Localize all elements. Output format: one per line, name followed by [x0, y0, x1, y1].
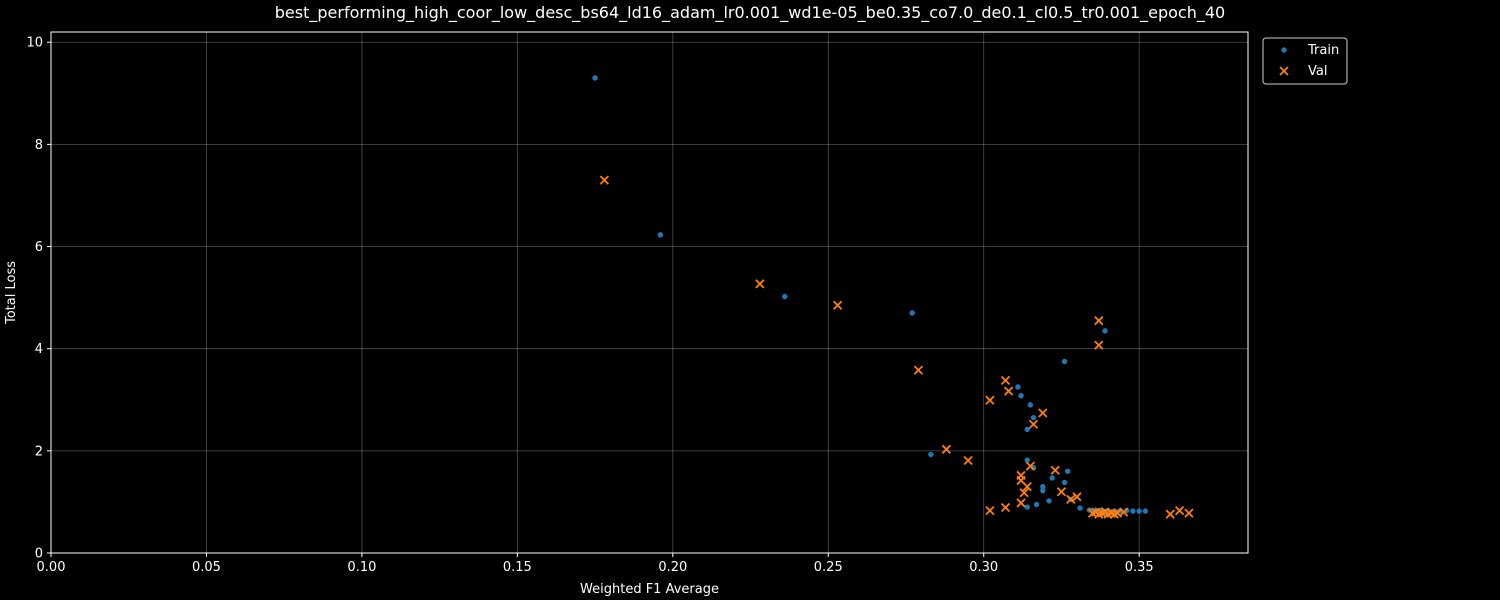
x-tick-label: 0.10 [347, 560, 376, 575]
train-point [1130, 508, 1136, 514]
y-tick-label: 8 [35, 138, 43, 153]
val-point [1066, 494, 1076, 505]
train-point [1024, 426, 1030, 433]
train-point [592, 75, 598, 81]
val-point [1022, 481, 1032, 492]
legend-val-symbol [1279, 66, 1289, 76]
val-point [941, 444, 952, 454]
train-point [1027, 402, 1034, 408]
y-tick-label: 2 [35, 444, 43, 459]
plot-frame [50, 31, 1249, 554]
val-point [1056, 487, 1067, 497]
val-point [1038, 408, 1048, 418]
val-point [1025, 461, 1036, 471]
legend-val-marker [1279, 66, 1289, 76]
train-point [1015, 384, 1021, 390]
x-tick-label: 0.25 [814, 560, 843, 575]
y-tick-label: 0 [35, 547, 43, 562]
y-axis-ticks: 0 2 4 6 8 10 [26, 36, 51, 562]
val-point [1165, 509, 1175, 519]
val-point [832, 300, 843, 310]
val-point [1072, 492, 1082, 502]
train-point [1102, 328, 1108, 334]
y-axis-label: Total Loss [4, 261, 19, 325]
x-tick-label: 0.15 [503, 560, 532, 575]
train-point [782, 293, 788, 300]
x-axis-label: Weighted F1 Average [580, 582, 719, 597]
legend-train-symbol [1281, 47, 1287, 53]
grid-lines [50, 32, 1248, 554]
train-point [1040, 487, 1046, 494]
val-point [1094, 340, 1104, 350]
val-point [1094, 315, 1104, 326]
val-point [1028, 419, 1039, 429]
x-tick-label: 0.20 [658, 560, 687, 575]
train-point [1024, 457, 1030, 463]
y-tick-label: 10 [26, 36, 43, 51]
train-point [928, 451, 934, 458]
train-point [1033, 501, 1040, 508]
val-point [985, 395, 995, 405]
train-point [1018, 392, 1024, 399]
val-point [913, 365, 924, 375]
train-point [1136, 508, 1142, 514]
train-point [1061, 479, 1068, 486]
legend: Train Val [1262, 37, 1348, 85]
legend-train-label: Train [1307, 43, 1339, 58]
val-point [1019, 488, 1029, 498]
val-point [1003, 386, 1014, 396]
train-point [1024, 504, 1030, 510]
val-point [1000, 502, 1011, 513]
val-point [1000, 375, 1011, 385]
train-point [1142, 508, 1149, 514]
data-points [592, 75, 1194, 519]
val-point [985, 505, 995, 516]
val-point [599, 175, 610, 185]
train-point [657, 232, 664, 238]
x-tick-label: 0.30 [969, 560, 998, 575]
train-point [1049, 475, 1055, 481]
val-point [1050, 465, 1060, 475]
y-tick-label: 4 [35, 342, 43, 357]
x-tick-label: 0.05 [192, 560, 221, 575]
train-point [1040, 483, 1046, 490]
val-point [755, 279, 765, 289]
train-point [1030, 414, 1037, 421]
val-point [963, 455, 973, 466]
val-point [1174, 505, 1185, 516]
val-point [1184, 508, 1194, 518]
val-point [1016, 498, 1026, 508]
train-point [909, 310, 915, 316]
x-tick-label: 0.00 [37, 560, 66, 575]
legend-train-marker [1281, 47, 1287, 53]
train-point [1064, 468, 1071, 474]
train-point [1061, 358, 1068, 365]
train-point [1077, 505, 1083, 511]
x-tick-label: 0.35 [1125, 560, 1154, 575]
val-point [1118, 507, 1129, 517]
y-tick-label: 6 [35, 240, 43, 255]
train-point [1046, 498, 1052, 504]
chart-title: best_performing_high_coor_low_desc_bs64_… [275, 3, 1225, 23]
legend-val-label: Val [1308, 64, 1327, 79]
x-axis-ticks: 0.00 0.05 0.10 0.15 0.20 0.25 0.30 0.35 [37, 553, 1154, 575]
